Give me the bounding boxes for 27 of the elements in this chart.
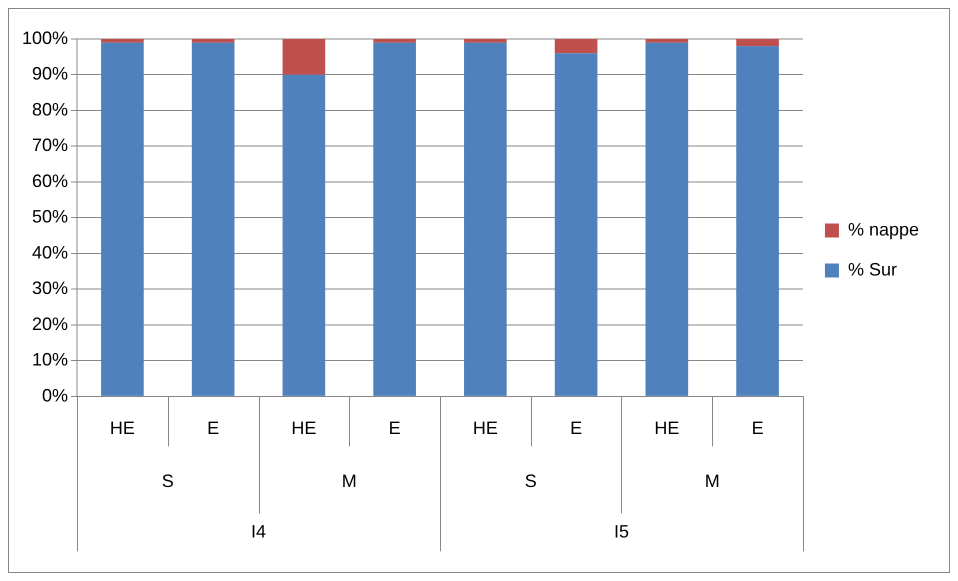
text: I4: [251, 521, 266, 542]
y-tick-label: 20%: [32, 314, 68, 334]
y-tick-label: 60%: [32, 170, 68, 191]
y-tick-label: 70%: [32, 135, 68, 156]
text: S: [524, 470, 537, 491]
y-tick-label: 100%: [22, 28, 68, 48]
x-tick-label: HE: [472, 418, 498, 438]
x-tick-label: E: [207, 418, 220, 438]
text: M: [704, 470, 720, 491]
legend-label: % nappe: [848, 219, 920, 240]
x-tick-label: HE: [654, 418, 680, 438]
text: S: [162, 470, 174, 491]
x-tick-label: E: [388, 418, 401, 438]
x-tick-label: HE: [291, 418, 316, 438]
x-tick-label: E: [570, 418, 582, 438]
text: M: [342, 470, 357, 491]
y-tick-label: 30%: [32, 278, 68, 298]
y-tick-label: 0%: [42, 385, 68, 406]
y-tick-label: 40%: [32, 242, 68, 262]
text: I5: [614, 521, 629, 542]
y-tick-label: 90%: [32, 64, 68, 84]
y-tick-label: 10%: [32, 350, 68, 370]
legend-label: % Sur: [848, 259, 897, 280]
y-tick-label: 50%: [32, 206, 68, 227]
x-tick-label: HE: [110, 418, 135, 438]
x-tick-label: E: [752, 418, 764, 438]
y-tick-label: 80%: [32, 99, 68, 120]
